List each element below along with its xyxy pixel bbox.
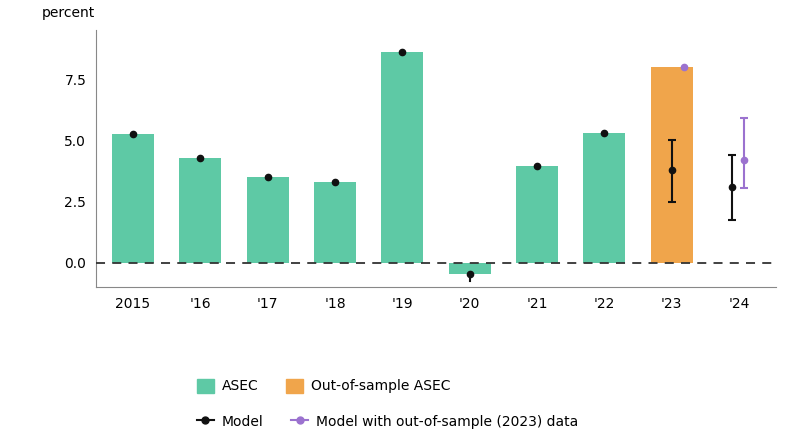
Bar: [314, 182, 356, 263]
Bar: [247, 177, 289, 263]
Bar: [179, 157, 222, 263]
Legend: Model, Model with out-of-sample (2023) data: Model, Model with out-of-sample (2023) d…: [191, 409, 584, 429]
Bar: [449, 263, 490, 274]
Bar: [650, 67, 693, 263]
Bar: [382, 52, 423, 263]
Bar: [583, 133, 625, 263]
Text: percent: percent: [42, 6, 95, 20]
Bar: [112, 134, 154, 263]
Bar: [516, 166, 558, 263]
